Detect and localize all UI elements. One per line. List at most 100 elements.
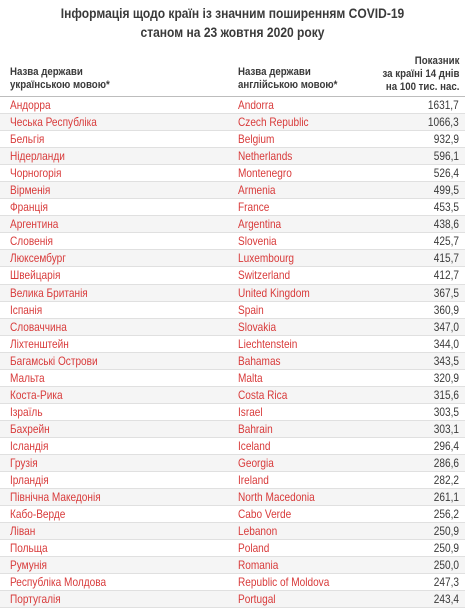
indicator-value: 250,0 (433, 558, 459, 573)
indicator-value: 1631,7 (428, 98, 459, 112)
table-row: Словенія Slovenia 425,7 (0, 233, 465, 251)
page-title: Інформація щодо країн із значним поширен… (33, 4, 433, 42)
indicator-value: 1066,3 (428, 115, 459, 130)
country-name-ukrainian: Багамські Острови (10, 353, 98, 368)
header-country-english: Назва держави англійською мовою* (238, 66, 337, 92)
table-row: Словаччина Slovakia 347,0 (0, 318, 465, 336)
country-name-english: United Kingdom (238, 285, 310, 300)
country-name-ukrainian: Румунія (10, 558, 47, 573)
country-name-english: Netherlands (238, 149, 293, 164)
header-en-line-1: Назва держави (238, 66, 311, 78)
indicator-value: 247,3 (433, 575, 459, 590)
table-row: Бахрейн Bahrain 303,1 (0, 420, 465, 438)
country-name-ukrainian: Словенія (10, 234, 53, 249)
country-name-ukrainian: Ліван (10, 524, 36, 539)
country-name-ukrainian: Північна Македонія (10, 490, 101, 505)
country-name-ukrainian: Ірландія (10, 473, 49, 488)
table-row: Вірменія Armenia 499,5 (0, 182, 465, 200)
indicator-value: 453,5 (433, 200, 459, 215)
country-name-english: Bahrain (238, 421, 273, 436)
country-name-english: Poland (238, 541, 270, 556)
country-name-ukrainian: Чеська Республіка (10, 115, 97, 130)
indicator-value: 415,7 (433, 251, 459, 266)
header-en-line-2: англійською мовою* (238, 79, 338, 91)
country-name-ukrainian: Кабо-Верде (10, 507, 66, 522)
table-row: Аргентина Argentina 438,6 (0, 216, 465, 234)
header-val-line-2: за країні 14 днів (382, 68, 459, 80)
indicator-value: 250,9 (433, 541, 459, 556)
table-row: Франція France 453,5 (0, 199, 465, 217)
country-name-english: Bahamas (238, 353, 281, 368)
header-ua-line-2: українською мовою* (10, 79, 110, 91)
country-name-ukrainian: Мальта (10, 370, 45, 385)
header-val-line-1: Показник (414, 55, 459, 67)
country-name-english: Spain (238, 302, 264, 317)
table-row: Кабо-Верде Cabo Verde 256,2 (0, 506, 465, 524)
indicator-value: 303,5 (433, 404, 459, 419)
country-name-english: Cabo Verde (238, 507, 292, 522)
country-name-english: Romania (238, 558, 279, 573)
country-name-english: Georgia (238, 455, 274, 470)
country-name-english: Slovakia (238, 319, 277, 334)
table-row: Бельгія Belgium 932,9 (0, 131, 465, 149)
country-name-ukrainian: Ліхтенштейн (10, 336, 69, 351)
table-row: Ісландія Iceland 296,4 (0, 438, 465, 455)
country-name-english: Montenegro (238, 166, 292, 181)
country-name-english: France (238, 200, 270, 215)
table-row: Польща Poland 250,9 (0, 540, 465, 558)
table-row: Велика Британія United Kingdom 367,5 (0, 284, 465, 302)
table-row: Ірландія Ireland 282,2 (0, 472, 465, 490)
country-name-ukrainian: Люксембург (10, 251, 66, 266)
table-row: Коста-Рика Costa Rica 315,6 (0, 386, 465, 404)
country-table: Андорра Andorra 1631,7 Чеська Республіка Cze… (0, 97, 465, 608)
table-row: Північна Македонія North Macedonia 261,1 (0, 489, 465, 507)
country-name-english: Switzerland (238, 268, 291, 283)
country-name-english: Armenia (238, 183, 276, 198)
country-name-ukrainian: Велика Британія (10, 285, 88, 300)
indicator-value: 250,9 (433, 524, 459, 539)
indicator-value: 932,9 (433, 132, 459, 147)
country-name-ukrainian: Вірменія (10, 183, 51, 198)
country-name-ukrainian: Бельгія (10, 132, 45, 147)
indicator-value: 347,0 (433, 319, 459, 334)
indicator-value: 296,4 (433, 438, 459, 453)
table-row: Румунія Romania 250,0 (0, 557, 465, 575)
table-row: Нідерланди Netherlands 596,1 (0, 148, 465, 166)
header-val-line-3: на 100 тис. нас. (385, 81, 459, 93)
country-name-ukrainian: Коста-Рика (10, 387, 63, 402)
country-name-english: Andorra (238, 98, 274, 112)
country-name-english: Iceland (238, 438, 271, 453)
country-name-ukrainian: Ісландія (10, 438, 49, 453)
country-name-english: Ireland (238, 473, 269, 488)
table-row: Республіка Молдова Republic of Moldova 247… (0, 574, 465, 592)
indicator-value: 360,9 (433, 302, 459, 317)
indicator-value: 315,6 (433, 387, 459, 402)
indicator-value: 412,7 (433, 268, 459, 283)
indicator-value: 526,4 (433, 166, 459, 181)
indicator-value: 261,1 (433, 490, 459, 505)
country-name-ukrainian: Бахрейн (10, 421, 50, 436)
country-name-english: Costa Rica (238, 387, 288, 402)
country-name-ukrainian: Польща (10, 541, 48, 556)
indicator-value: 256,2 (433, 507, 459, 522)
header-indicator: Показник за країні 14 днів на 100 тис. н… (382, 55, 459, 94)
table-row: Чеська Республіка Czech Republic 1066,3 (0, 114, 465, 132)
table-row: Іспанія Spain 360,9 (0, 302, 465, 319)
indicator-value: 499,5 (433, 183, 459, 198)
country-name-ukrainian: Словаччина (10, 319, 67, 334)
title-line-1: Інформація щодо країн із значним поширен… (60, 5, 405, 21)
table-row: Люксембург Luxembourg 415,7 (0, 250, 465, 268)
country-name-english: Czech Republic (238, 115, 309, 130)
country-name-ukrainian: Іспанія (10, 302, 43, 317)
indicator-value: 303,1 (433, 421, 459, 436)
table-row: Андорра Andorra 1631,7 (0, 97, 465, 115)
country-name-english: North Macedonia (238, 490, 315, 505)
country-name-english: Malta (238, 370, 263, 385)
indicator-value: 596,1 (433, 149, 459, 164)
country-name-ukrainian: Андорра (10, 98, 51, 112)
header-ua-line-1: Назва держави (10, 66, 83, 78)
country-name-ukrainian: Ізраїль (10, 404, 43, 419)
indicator-value: 282,2 (433, 473, 459, 488)
country-name-ukrainian: Швейцарія (10, 268, 61, 283)
country-name-english: Lebanon (238, 524, 278, 539)
